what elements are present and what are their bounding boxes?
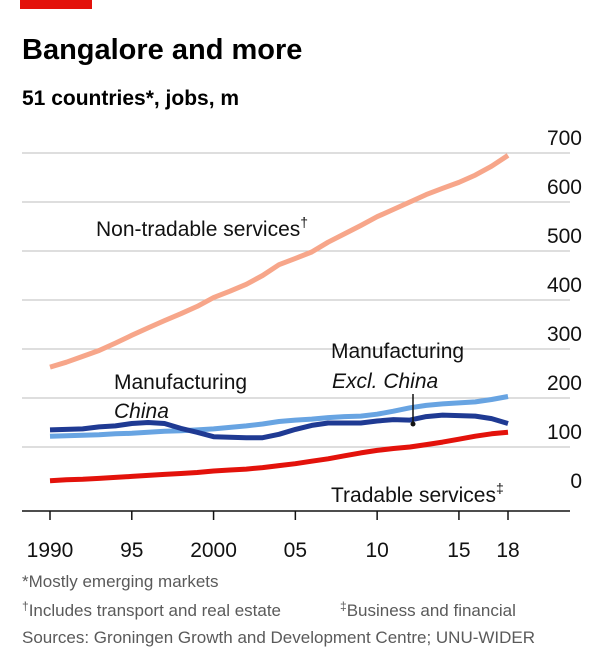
brand-accent-bar: [20, 0, 92, 9]
chart-subtitle: 51 countries*, jobs, m: [22, 87, 239, 110]
series-line-tradable: [49, 429, 509, 484]
y-axis-tick-labels: 0 100 200 300 400 500 600 700: [547, 127, 582, 493]
footnote-tradable: ‡Business and financial: [340, 599, 516, 620]
chart-title: Bangalore and more: [22, 34, 302, 66]
y-tick-label: 500: [547, 225, 582, 248]
x-tick-label: 05: [284, 539, 307, 562]
series-label-china: China: [114, 400, 169, 423]
gridlines: [22, 152, 570, 448]
series-label-excl-china: Excl. China: [332, 370, 438, 393]
y-tick-label: 700: [547, 127, 582, 150]
y-tick-label: 200: [547, 372, 582, 395]
x-tick-label: 1990: [27, 539, 74, 562]
y-tick-label: 400: [547, 274, 582, 297]
y-tick-label: 300: [547, 323, 582, 346]
y-tick-label: 0: [570, 470, 582, 493]
series-label-non-tradable: Non-tradable services†: [96, 214, 308, 241]
series-label-manufacturing-excl-china: Manufacturing: [331, 340, 464, 363]
series-lines: [49, 153, 510, 484]
series-label-tradable: Tradable services‡: [331, 480, 504, 507]
y-tick-label: 600: [547, 176, 582, 199]
footnote-non-tradable: †Includes transport and real estate: [22, 599, 281, 620]
x-tick-label: 10: [365, 539, 388, 562]
series-line-manufacturing-china: [49, 412, 509, 441]
y-tick-label: 100: [547, 421, 582, 444]
series-label-manufacturing-china: Manufacturing: [114, 371, 247, 394]
excl-china-leader-dot: [410, 421, 416, 427]
x-tick-label: 2000: [190, 539, 237, 562]
footnote-sources: Sources: Groningen Growth and Developmen…: [22, 628, 535, 647]
x-axis-ticks: 1990 95 2000 05 10 15 18: [27, 511, 520, 562]
x-tick-label: 15: [447, 539, 470, 562]
series-line-non-tradable: [49, 153, 510, 370]
footnote-emerging-markets: *Mostly emerging markets: [22, 572, 219, 591]
x-tick-label: 18: [496, 539, 519, 562]
x-tick-label: 95: [120, 539, 143, 562]
series-line-manufacturing-excl-china: [49, 394, 509, 439]
